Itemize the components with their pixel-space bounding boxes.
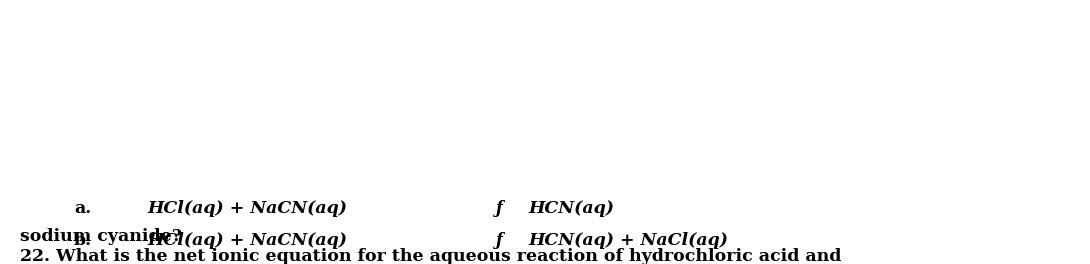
- Text: b.: b.: [74, 232, 93, 249]
- Text: HCl(aq) + NaCN(aq): HCl(aq) + NaCN(aq): [147, 232, 347, 249]
- Text: HCN(aq) + NaCl(aq): HCN(aq) + NaCl(aq): [529, 232, 728, 249]
- Text: ƒ: ƒ: [496, 232, 502, 249]
- Text: sodium cyanide?: sodium cyanide?: [20, 228, 182, 245]
- Text: HCN(aq): HCN(aq): [529, 200, 615, 217]
- Text: ƒ: ƒ: [496, 200, 502, 217]
- Text: HCl(aq) + NaCN(aq): HCl(aq) + NaCN(aq): [147, 200, 347, 217]
- Text: 22. What is the net ionic equation for the aqueous reaction of hydrochloric acid: 22. What is the net ionic equation for t…: [20, 248, 841, 264]
- Text: a.: a.: [74, 200, 92, 217]
